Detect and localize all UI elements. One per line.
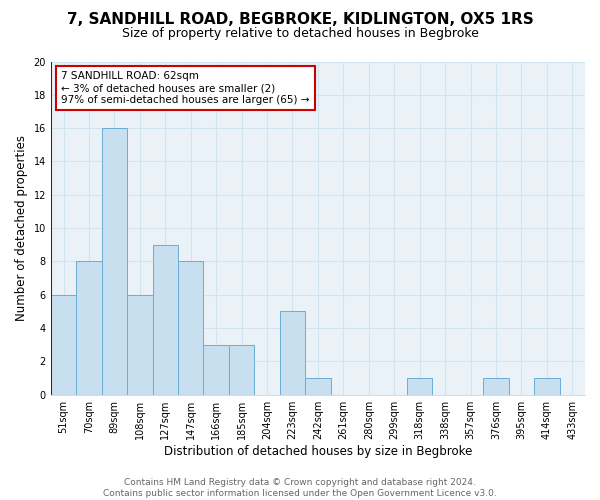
Bar: [127, 294, 152, 394]
Bar: [51, 294, 76, 394]
Bar: [407, 378, 433, 394]
Bar: [152, 245, 178, 394]
Bar: [280, 312, 305, 394]
Text: Contains HM Land Registry data © Crown copyright and database right 2024.
Contai: Contains HM Land Registry data © Crown c…: [103, 478, 497, 498]
Text: Size of property relative to detached houses in Begbroke: Size of property relative to detached ho…: [122, 28, 478, 40]
Bar: [76, 262, 101, 394]
Bar: [305, 378, 331, 394]
Bar: [101, 128, 127, 394]
Text: 7, SANDHILL ROAD, BEGBROKE, KIDLINGTON, OX5 1RS: 7, SANDHILL ROAD, BEGBROKE, KIDLINGTON, …: [67, 12, 533, 28]
Y-axis label: Number of detached properties: Number of detached properties: [15, 135, 28, 321]
Bar: [483, 378, 509, 394]
Bar: [178, 262, 203, 394]
Text: 7 SANDHILL ROAD: 62sqm
← 3% of detached houses are smaller (2)
97% of semi-detac: 7 SANDHILL ROAD: 62sqm ← 3% of detached …: [61, 72, 310, 104]
Bar: [229, 344, 254, 395]
Bar: [534, 378, 560, 394]
Bar: [203, 344, 229, 395]
X-axis label: Distribution of detached houses by size in Begbroke: Distribution of detached houses by size …: [164, 444, 472, 458]
